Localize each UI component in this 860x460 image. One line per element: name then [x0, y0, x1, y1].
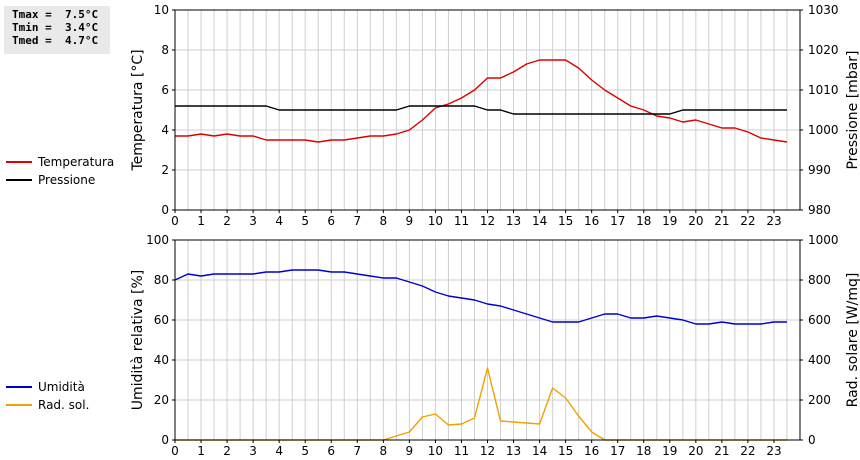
temp-pressure-xtick-label: 7	[353, 214, 361, 228]
humidity-radiation-xtick-label: 21	[714, 444, 729, 458]
temp-pressure-ytick-right-label: 1020	[808, 43, 839, 57]
humidity-radiation-xtick-label: 13	[506, 444, 521, 458]
temp-pressure-xtick-label: 0	[171, 214, 179, 228]
tmin-label: Tmin = 3.4°C	[12, 21, 99, 34]
humidity-radiation-ytick-left-label: 40	[154, 353, 169, 367]
humidity-radiation-xtick-label: 19	[662, 444, 677, 458]
temp-pressure-xtick-label: 22	[740, 214, 755, 228]
temp-pressure-xtick-label: 15	[558, 214, 573, 228]
temp-pressure-ytick-right-label: 1010	[808, 83, 839, 97]
temp-pressure-ylabel-right: Pressione [mbar]	[845, 50, 860, 169]
temp-pressure-ytick-left-label: 4	[161, 123, 169, 137]
temp-pressure-ytick-left-label: 0	[161, 203, 169, 217]
humidity-radiation-xtick-label: 1	[197, 444, 205, 458]
temp-pressure-xtick-label: 6	[327, 214, 335, 228]
temp-pressure-xtick-label: 9	[406, 214, 414, 228]
humidity-radiation-xtick-label: 22	[740, 444, 755, 458]
temp-pressure-xtick-label: 16	[584, 214, 599, 228]
temp-pressure-series-temperatura	[175, 59, 788, 143]
humidity-radiation-ytick-left-label: 60	[154, 313, 169, 327]
temp-pressure-ytick-left-label: 10	[154, 3, 169, 17]
humidity-radiation-xtick-label: 8	[380, 444, 388, 458]
humidity-radiation-xtick-label: 12	[480, 444, 495, 458]
temp-pressure-legend-label: Pressione	[38, 173, 95, 187]
temp-pressure-xtick-label: 14	[532, 214, 547, 228]
humidity-radiation-ytick-left-label: 100	[146, 233, 169, 247]
temp-pressure-ytick-left-label: 6	[161, 83, 169, 97]
temp-pressure-xtick-label: 17	[610, 214, 625, 228]
tmax-label: Tmax = 7.5°C	[12, 8, 99, 21]
temp-pressure-ytick-left-label: 8	[161, 43, 169, 57]
humidity-radiation-ytick-right-label: 200	[808, 393, 831, 407]
humidity-radiation-xtick-label: 3	[249, 444, 257, 458]
temp-pressure-legend-label: Temperatura	[37, 155, 114, 169]
humidity-radiation-ytick-right-label: 800	[808, 273, 831, 287]
humidity-radiation-xtick-label: 9	[406, 444, 414, 458]
temp-pressure-ylabel-left: Temperatura [°C]	[130, 49, 146, 171]
humidity-radiation-legend-label: Rad. sol.	[38, 398, 89, 412]
tmed-label: Tmed = 4.7°C	[12, 34, 99, 47]
temp-pressure-xtick-label: 18	[636, 214, 651, 228]
humidity-radiation-ytick-right-label: 1000	[808, 233, 839, 247]
humidity-radiation-xtick-label: 17	[610, 444, 625, 458]
temp-pressure-xtick-label: 2	[223, 214, 231, 228]
humidity-radiation-xtick-label: 7	[353, 444, 361, 458]
humidity-radiation-legend-label: Umidità	[38, 380, 85, 394]
humidity-radiation-ytick-right-label: 400	[808, 353, 831, 367]
humidity-radiation-ytick-left-label: 0	[161, 433, 169, 447]
humidity-radiation-xtick-label: 0	[171, 444, 179, 458]
humidity-radiation-xtick-label: 2	[223, 444, 231, 458]
humidity-radiation-xtick-label: 10	[428, 444, 443, 458]
temp-pressure-xtick-label: 11	[454, 214, 469, 228]
humidity-radiation-xtick-label: 14	[532, 444, 547, 458]
temp-pressure-ytick-right-label: 1030	[808, 3, 839, 17]
temp-pressure-series-pressione	[175, 105, 787, 115]
temp-pressure-xtick-label: 4	[275, 214, 283, 228]
humidity-radiation-ytick-left-label: 80	[154, 273, 169, 287]
temp-pressure-xtick-label: 3	[249, 214, 257, 228]
humidity-radiation-xtick-label: 18	[636, 444, 651, 458]
humidity-radiation-ytick-right-label: 600	[808, 313, 831, 327]
temp-pressure-ytick-left-label: 2	[161, 163, 169, 177]
temp-pressure-xtick-label: 19	[662, 214, 677, 228]
temp-pressure-xtick-label: 23	[766, 214, 781, 228]
humidity-radiation-xtick-label: 23	[766, 444, 781, 458]
humidity-radiation-ytick-right-label: 0	[808, 433, 816, 447]
humidity-radiation-ytick-left-label: 20	[154, 393, 169, 407]
humidity-radiation-xtick-label: 6	[327, 444, 335, 458]
temp-pressure-ytick-right-label: 980	[808, 203, 831, 217]
temp-pressure-xtick-label: 13	[506, 214, 521, 228]
temp-pressure-ytick-right-label: 1000	[808, 123, 839, 137]
temp-pressure-xtick-label: 20	[688, 214, 703, 228]
temp-pressure-xtick-label: 10	[428, 214, 443, 228]
temp-pressure-ytick-right-label: 990	[808, 163, 831, 177]
humidity-radiation-xtick-label: 11	[454, 444, 469, 458]
humidity-radiation-xtick-label: 16	[584, 444, 599, 458]
humidity-radiation-ylabel-left: Umidità relativa [%]	[130, 270, 146, 411]
temp-pressure-xtick-label: 21	[714, 214, 729, 228]
temp-pressure-xtick-label: 8	[380, 214, 388, 228]
humidity-radiation-xtick-label: 5	[301, 444, 309, 458]
humidity-radiation-xtick-label: 15	[558, 444, 573, 458]
humidity-radiation-xtick-label: 4	[275, 444, 283, 458]
temp-pressure-xtick-label: 12	[480, 214, 495, 228]
stats-box: Tmax = 7.5°C Tmin = 3.4°C Tmed = 4.7°C	[4, 6, 110, 54]
humidity-radiation-xtick-label: 20	[688, 444, 703, 458]
temp-pressure-xtick-label: 5	[301, 214, 309, 228]
humidity-radiation-series-umidit	[174, 269, 787, 325]
humidity-radiation-series-rad-sol	[175, 367, 787, 441]
humidity-radiation-ylabel-right: Rad. solare [W/mq]	[845, 273, 860, 408]
temp-pressure-xtick-label: 1	[197, 214, 205, 228]
